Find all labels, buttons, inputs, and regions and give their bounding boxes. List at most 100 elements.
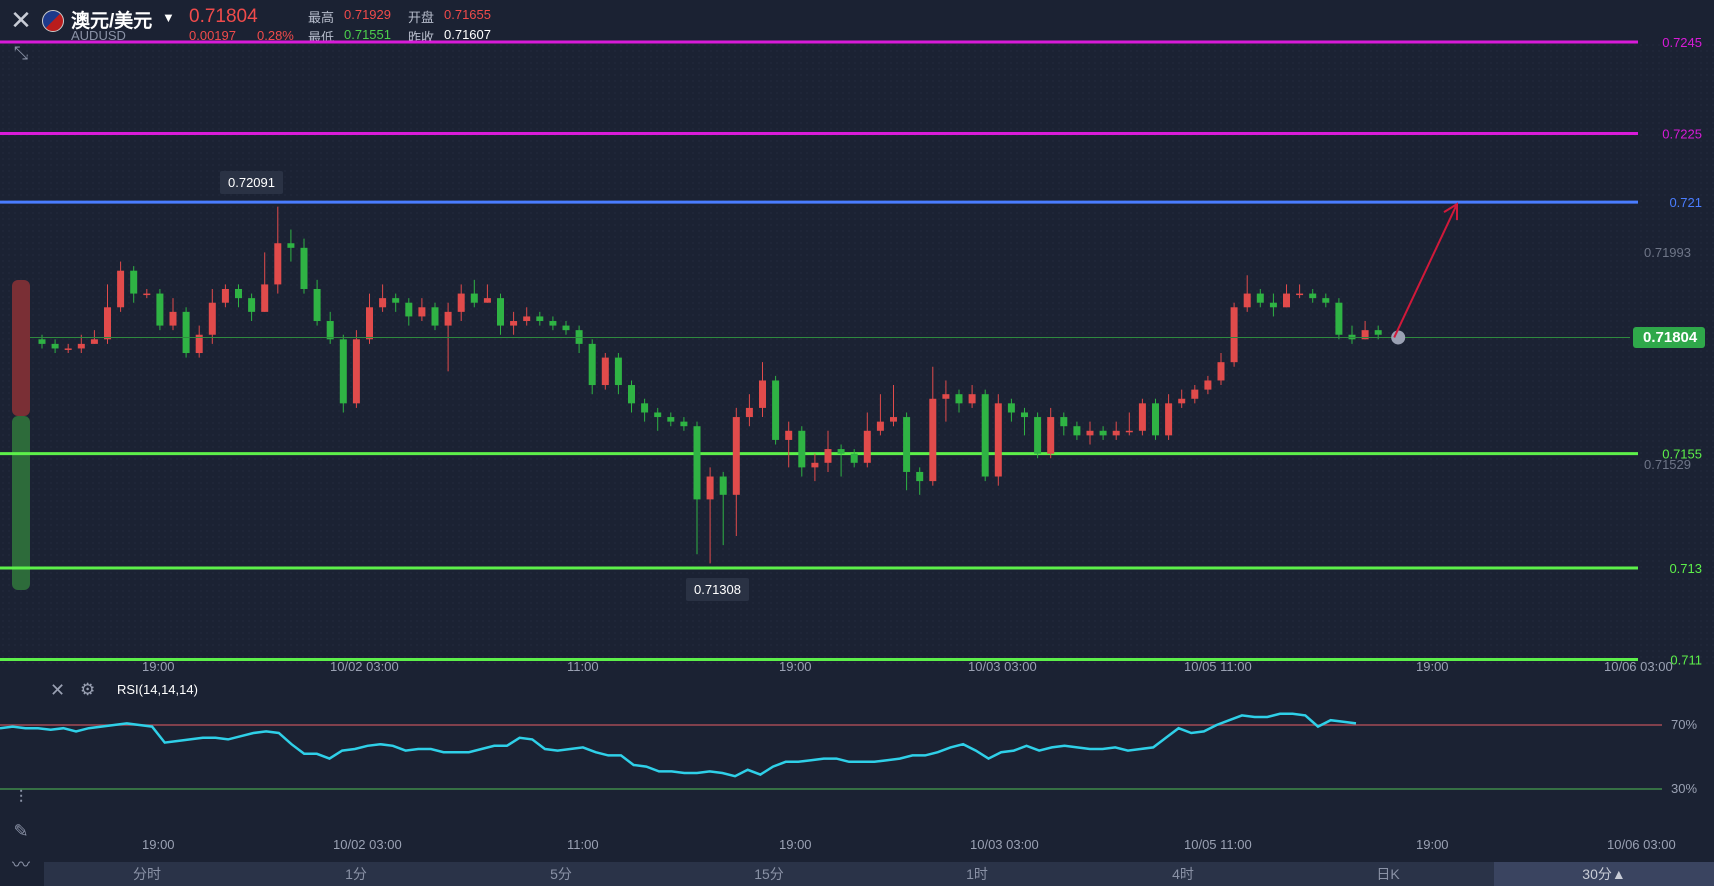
candle-body bbox=[405, 302, 413, 317]
symbol-code: AUDUSD bbox=[71, 28, 126, 43]
time-label: 10/06 03:00 bbox=[1607, 837, 1676, 852]
symbol-name[interactable]: 澳元/美元 bbox=[71, 11, 153, 32]
candle-body bbox=[1204, 380, 1212, 390]
aud-flag-icon bbox=[42, 10, 64, 32]
candle-body bbox=[588, 343, 596, 386]
min-price-tag: 0.71308 bbox=[686, 578, 749, 601]
candle-body bbox=[431, 307, 439, 326]
candle-body bbox=[876, 421, 884, 431]
candle-body bbox=[732, 417, 740, 495]
horizontal-lines[interactable]: 0.7245 0.7225 0.721 0.7155 0.713 0.711 bbox=[0, 35, 1702, 667]
timeframe-30m[interactable]: 30分▲ bbox=[1494, 862, 1714, 886]
candle-body bbox=[117, 270, 125, 308]
candle-body bbox=[667, 417, 675, 422]
candle-body bbox=[1256, 293, 1264, 303]
candles bbox=[38, 206, 1382, 564]
candle-body bbox=[1309, 293, 1317, 299]
timeframe-1d[interactable]: 日K bbox=[1376, 866, 1400, 882]
candle-body bbox=[1243, 293, 1251, 308]
candle-body bbox=[287, 243, 295, 248]
pencil-icon[interactable]: ✎ bbox=[13, 821, 29, 841]
candle-body bbox=[1230, 307, 1238, 363]
chart-annotations bbox=[30, 202, 1630, 345]
candle-body bbox=[143, 293, 151, 296]
indicator-icon[interactable]: ⫶ bbox=[18, 787, 24, 807]
candle-body bbox=[221, 288, 229, 303]
candle-body bbox=[235, 288, 242, 299]
rsi-title: RSI(14,14,14) bbox=[117, 682, 198, 697]
candle-body bbox=[811, 462, 819, 468]
candle-body bbox=[614, 357, 622, 386]
horizontal-line-label: 0.721 bbox=[1669, 195, 1702, 210]
candle-body bbox=[248, 298, 256, 312]
candle-body bbox=[1086, 430, 1094, 436]
candle-body bbox=[444, 311, 452, 326]
buy-volume-bar bbox=[12, 416, 30, 590]
time-label: 10/03 03:00 bbox=[970, 837, 1039, 852]
candle-body bbox=[313, 288, 321, 322]
candle-body bbox=[510, 321, 518, 326]
candle-body bbox=[942, 394, 950, 399]
timeframe-tick[interactable]: 分时 bbox=[133, 866, 161, 882]
candle-body bbox=[916, 471, 924, 482]
candle-body bbox=[90, 339, 98, 344]
candle-body bbox=[903, 417, 911, 472]
candle-body bbox=[785, 430, 793, 440]
candle-body bbox=[457, 293, 465, 312]
time-label: 11:00 bbox=[567, 837, 599, 852]
horizontal-line-label: 0.7245 bbox=[1662, 35, 1702, 50]
open-label: 开盘 bbox=[408, 10, 435, 25]
candle-body bbox=[1191, 389, 1199, 399]
timeframe-1h[interactable]: 1时 bbox=[966, 866, 988, 882]
candle-body bbox=[274, 243, 282, 285]
timeframe-1m[interactable]: 1分 bbox=[345, 866, 367, 882]
candle-body bbox=[628, 385, 635, 404]
last-price: 0.71804 bbox=[189, 6, 258, 27]
candle-body bbox=[1269, 302, 1277, 308]
rsi-settings-icon[interactable]: ⚙ bbox=[80, 680, 96, 699]
timeframe-5m[interactable]: 5分 bbox=[550, 866, 572, 882]
time-label: 19:00 bbox=[142, 837, 175, 852]
price-change-percent: 0.28% bbox=[257, 28, 294, 43]
time-label: 19:00 bbox=[142, 659, 175, 674]
candle-body bbox=[1021, 412, 1028, 418]
candle-body bbox=[968, 394, 976, 404]
candle-body bbox=[1178, 398, 1186, 404]
candle-body bbox=[51, 343, 59, 349]
candle-body bbox=[1099, 430, 1107, 436]
candle-body bbox=[104, 307, 111, 340]
candle-body bbox=[863, 430, 871, 463]
candle-body bbox=[772, 380, 780, 440]
low-value: 0.71551 bbox=[344, 27, 391, 42]
candle-body bbox=[1007, 403, 1015, 413]
candle-body bbox=[706, 476, 714, 500]
rsi-close-icon[interactable]: ✕ bbox=[50, 680, 66, 700]
candle-body bbox=[352, 339, 360, 404]
line-chart-icon[interactable]: 〰 bbox=[12, 855, 30, 875]
timeframe-15m[interactable]: 15分 bbox=[754, 866, 784, 882]
rsi-line bbox=[0, 712, 1357, 778]
candle-body bbox=[1073, 426, 1081, 436]
horizontal-line-label: 0.711 bbox=[1670, 652, 1702, 667]
candle-body bbox=[169, 311, 177, 326]
candle-body bbox=[1335, 302, 1343, 335]
candle-body bbox=[890, 417, 897, 422]
candle-body bbox=[1361, 330, 1369, 340]
candle-body bbox=[156, 293, 164, 326]
sell-volume-bar bbox=[12, 280, 30, 416]
candle-body bbox=[549, 321, 557, 326]
candle-body bbox=[850, 453, 858, 463]
candle-body bbox=[562, 325, 570, 331]
timeframe-4h[interactable]: 4时 bbox=[1172, 866, 1194, 882]
forecast-arrow-head bbox=[1443, 202, 1458, 221]
close-button[interactable]: ✕ bbox=[6, 6, 36, 36]
candle-body bbox=[654, 412, 662, 418]
time-label: 19:00 bbox=[779, 837, 812, 852]
candle-body bbox=[497, 298, 504, 326]
max-price-tag: 0.72091 bbox=[220, 171, 283, 194]
candle-body bbox=[523, 316, 531, 322]
candle-body bbox=[182, 311, 190, 354]
chevron-down-icon[interactable]: ▼ bbox=[162, 10, 175, 25]
candle-body bbox=[981, 394, 989, 477]
